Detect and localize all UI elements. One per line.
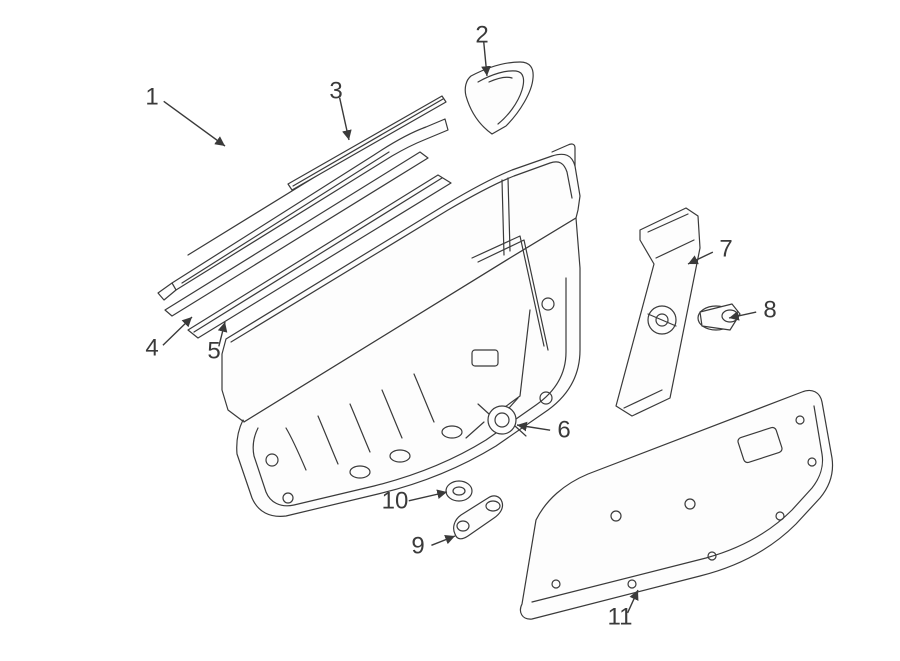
callout-label-1: 1 [145, 83, 158, 110]
callout-line-9 [431, 536, 455, 545]
part-window-crank-handle [454, 496, 503, 539]
callout-label-9: 9 [411, 532, 424, 559]
callout-label-8: 8 [763, 296, 776, 323]
callout-line-10 [409, 492, 447, 501]
callout-label-7: 7 [719, 235, 732, 262]
callout-line-1 [164, 101, 225, 146]
part-window-regulator-arm [616, 208, 700, 416]
callout-label-6: 6 [557, 416, 570, 443]
part-upper-molding [288, 96, 446, 190]
callout-label-3: 3 [329, 77, 342, 104]
callout-line-4 [163, 317, 192, 345]
part-crank-bezel [446, 481, 472, 501]
callout-label-4: 4 [145, 334, 158, 361]
callout-label-5: 5 [207, 337, 220, 364]
callout-label-2: 2 [475, 21, 488, 48]
exploded-diagram: 1 2 3 4 5 6 7 8 910 11 [0, 0, 900, 661]
callout-label-11: 11 [608, 603, 633, 630]
callout-label-10: 10 [382, 487, 409, 514]
part-quarter-glass [465, 62, 533, 134]
